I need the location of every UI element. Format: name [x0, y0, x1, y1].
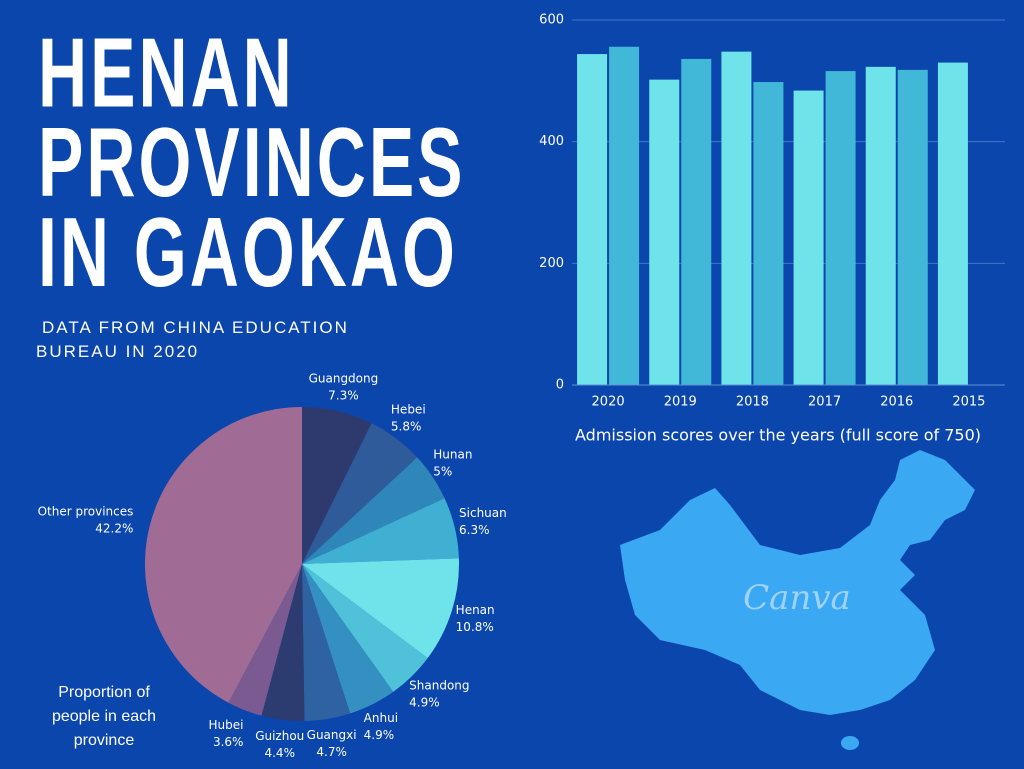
pie-label: Henan — [456, 603, 495, 617]
pie-slice — [228, 564, 302, 716]
bar — [609, 46, 640, 386]
pie-label: Guizhou — [255, 729, 304, 743]
watermark: Canva — [743, 578, 851, 618]
x-tick-label: 2016 — [880, 395, 913, 410]
bar — [681, 58, 712, 385]
bar — [937, 62, 968, 385]
subtitle: DATA FROM CHINA EDUCATION BUREAU IN 2020 — [36, 318, 349, 361]
pie-value-label: 6.3% — [459, 523, 490, 537]
pie-label: Hebei — [391, 403, 426, 417]
pie-slice — [302, 564, 351, 721]
bar — [649, 79, 680, 385]
pie-slice — [302, 564, 394, 714]
pie-label: Sichuan — [459, 506, 507, 520]
bar — [793, 90, 824, 386]
pie-slice — [302, 498, 459, 564]
pie-value-label: 5.8% — [391, 420, 422, 434]
bar — [897, 69, 928, 385]
pie-slice — [302, 558, 459, 659]
pie-slice — [144, 407, 302, 703]
hainan — [841, 736, 859, 750]
pie-slice — [302, 564, 428, 692]
pie-value-label: 3.6% — [213, 735, 244, 749]
x-tick-label: 2020 — [592, 395, 625, 410]
x-axis-label: Admission scores over the years (full sc… — [575, 426, 981, 445]
pie-value-label: 7.3% — [328, 388, 359, 402]
pie-slice — [261, 564, 305, 721]
china-map — [620, 450, 975, 715]
pie-value-label: 4.9% — [364, 728, 395, 742]
bar — [825, 71, 856, 385]
pie-value-label: 4.7% — [316, 745, 347, 759]
pie-label: Guangdong — [309, 371, 379, 385]
pie-label: Hubei — [209, 718, 244, 732]
pie-value-label: 4.4% — [264, 746, 295, 760]
pie-title: Proportion of people in each province — [51, 684, 157, 749]
pie-slice — [302, 457, 445, 564]
bar — [865, 66, 896, 385]
bar — [577, 54, 608, 386]
pie-label: Shandong — [409, 679, 469, 693]
pie-slice — [302, 423, 418, 564]
pie-slice — [302, 407, 372, 564]
x-tick-label: 2019 — [664, 395, 697, 410]
bar — [753, 82, 784, 386]
x-tick-label: 2015 — [952, 395, 985, 410]
main-title: HENAN PROVINCES IN GAOKAO — [38, 17, 466, 308]
y-tick-label: 200 — [539, 256, 564, 271]
y-tick-label: 400 — [539, 134, 564, 149]
pie-label: Hunan — [433, 447, 472, 461]
pie-value-label: 4.9% — [409, 696, 440, 710]
y-tick-label: 0 — [556, 378, 564, 393]
pie-label: Anhui — [364, 711, 398, 725]
pie-value-label: 10.8% — [456, 620, 494, 634]
y-tick-label: 600 — [539, 13, 564, 28]
pie-value-label: 5% — [433, 464, 452, 478]
bar — [721, 51, 752, 386]
x-tick-label: 2018 — [736, 395, 769, 410]
pie-value-label: 42.2% — [95, 522, 133, 536]
pie-label: Guangxi — [307, 728, 357, 742]
map: Canva — [620, 450, 975, 750]
x-tick-label: 2017 — [808, 395, 841, 410]
pie-label: Other provinces — [38, 505, 134, 519]
